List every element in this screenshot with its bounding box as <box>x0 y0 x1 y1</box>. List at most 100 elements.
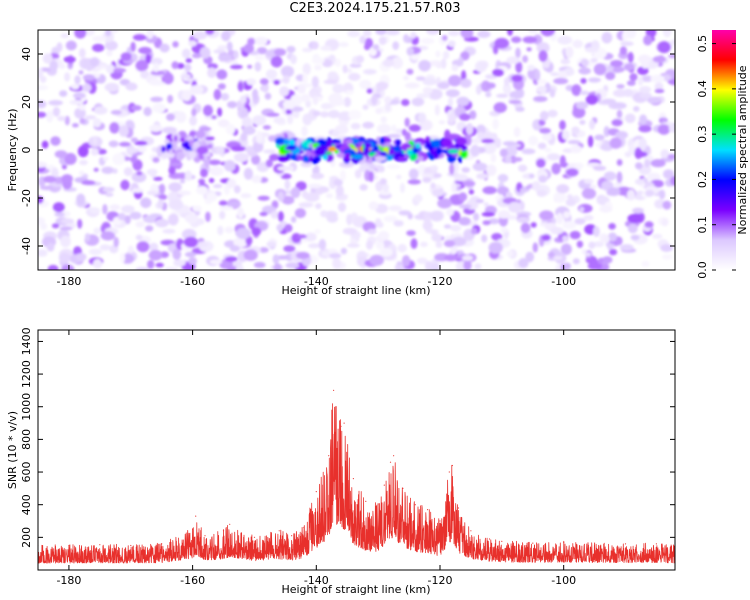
spectrogram-cell-1469 <box>539 210 554 221</box>
spectrogram-cell-1435 <box>536 85 547 93</box>
spectrogram-cell-1213 <box>217 225 224 236</box>
spectrogram-cell-1085 <box>305 232 317 242</box>
spectrogram-cell-1283 <box>481 234 488 243</box>
spectrogram-cell-12 <box>528 135 539 146</box>
spectrogram-cell-385 <box>544 147 552 153</box>
spectrogram-cell-1434 <box>297 234 307 239</box>
spectrogram-cell-1337 <box>191 53 202 59</box>
spectrogram-cell-543 <box>663 169 675 180</box>
spectrogram-cell-1354 <box>180 73 192 79</box>
spectrogram-cell-895 <box>335 58 341 67</box>
spectrogram-cell-1090 <box>79 159 88 166</box>
spectrogram-cell-873 <box>349 63 362 68</box>
snr-point-37 <box>532 542 534 544</box>
spectrogram-cell-1369 <box>325 193 333 199</box>
snr-point-25 <box>389 461 392 463</box>
spectrogram-cell-1474 <box>590 57 598 63</box>
spectrogram-cell-1203 <box>476 173 489 180</box>
spectrogram-cell-1293 <box>622 30 628 42</box>
spectrogram-cell-1468 <box>223 160 236 172</box>
spectrogram-cell-1021 <box>52 202 65 213</box>
spectrogram-cell-1270 <box>277 166 292 171</box>
spectrogram-cell-1112 <box>492 68 504 77</box>
spectrogram-cell-1204 <box>256 130 263 143</box>
spectrogram-cell-1439 <box>504 157 512 163</box>
spectrogram-band-0-cell-239 <box>425 140 430 150</box>
spectrogram-cell-1430 <box>215 146 225 155</box>
spectrogram-cell-375 <box>359 184 368 191</box>
spectrogram-cell-1201 <box>130 156 138 164</box>
spectrogram-cell-1325 <box>486 164 497 176</box>
spectrogram-cell-1096 <box>298 202 314 208</box>
spectrogram-cell-1375 <box>458 204 472 209</box>
spectrogram-cell-1190 <box>329 253 342 259</box>
spectrogram-cell-1097 <box>93 167 99 172</box>
snr-panel: -180 -160 -140 -120 -100 200 400 600 800 1000 120… <box>6 327 676 596</box>
spectrogram-cell-1432 <box>213 89 222 101</box>
spectrogram-band-0-cell-232 <box>441 138 453 148</box>
spectrogram-panel: -180 -160 -140 -120 -100 -40 -20 0 20 40 Height … <box>6 29 676 297</box>
spectrogram-cell-646 <box>261 82 269 93</box>
spectrogram-cell-1241 <box>639 86 652 94</box>
spectrogram-cell-680 <box>135 59 149 72</box>
spectrogram-cell-220 <box>398 210 412 216</box>
spectrogram-cell-1282 <box>290 216 297 223</box>
spectrogram-cell-925 <box>181 48 191 59</box>
snr-ytick-label: 1400 <box>20 327 33 355</box>
spectrogram-cell-150 <box>522 36 538 44</box>
spectrogram-cell-1153 <box>460 30 474 39</box>
spectrogram-cell-1045 <box>179 179 186 184</box>
spectrogram-cell-438 <box>580 58 589 67</box>
spectrogram-cell-1275 <box>236 227 251 240</box>
spectrogram-cell-805 <box>528 30 538 34</box>
spectrogram-cell-921 <box>654 88 665 94</box>
spectrogram-cell-1219 <box>209 259 223 265</box>
spectrogram-cell-95 <box>106 49 113 57</box>
spectrogram-cell-1210 <box>254 55 265 61</box>
spectrogram-band-1-cell-62 <box>175 150 185 161</box>
spectrogram-cell-625 <box>607 244 614 250</box>
spectrogram-cell-1495 <box>497 174 509 183</box>
spectrogram-cell-1067 <box>408 124 422 132</box>
spectrogram-cell-755 <box>443 224 452 229</box>
spectrogram-cell-651 <box>243 249 258 261</box>
spectrogram-cell-1393 <box>239 95 247 104</box>
snr-xtick-label: -180 <box>56 574 81 587</box>
spectrogram-cell-837 <box>203 156 210 169</box>
spectrogram-cell-1146 <box>240 132 248 142</box>
spectrogram-cell-1265 <box>188 40 197 47</box>
spectrogram-cell-98 <box>280 173 292 180</box>
snr-point-12 <box>291 535 293 537</box>
spectrogram-cell-547 <box>302 47 313 53</box>
spectrogram-band-0-cell-251 <box>314 146 327 157</box>
spectrogram-cell-662 <box>153 105 161 111</box>
spectrogram-cell-525 <box>168 199 184 211</box>
spectrogram-cell-1486 <box>422 87 433 94</box>
spectrogram-cell-958 <box>150 57 163 66</box>
spectrogram-cell-1429 <box>297 84 306 94</box>
spectrogram-cell-156 <box>284 179 291 190</box>
spectrogram-cell-822 <box>39 185 55 191</box>
spectrogram-cell-564 <box>198 178 206 185</box>
spectrogram-cell-1382 <box>458 192 468 202</box>
spectrogram-cell-1056 <box>406 68 414 75</box>
snr-point-32 <box>451 464 453 467</box>
spectrogram-cell-1049 <box>616 171 623 184</box>
spectrogram-cell-1383 <box>185 213 199 224</box>
spectrogram-cell-1327 <box>451 236 467 247</box>
spectrogram-cell-1416 <box>581 188 597 200</box>
spectrogram-cell-747 <box>264 92 272 100</box>
spectrogram-cell-165 <box>407 179 421 185</box>
spectrogram-band-0-cell-210 <box>455 137 468 146</box>
spectrogram-cell-1144 <box>286 45 296 53</box>
spectrogram-cell-1220 <box>74 30 87 39</box>
spectrogram-cell-1069 <box>447 40 456 48</box>
figure-title: C2E3.2024.175.21.57.R03 <box>289 1 461 16</box>
spectrogram-cell-1073 <box>247 150 258 157</box>
spectrogram-cell-550 <box>147 259 155 269</box>
spectrogram-band-0-cell-194 <box>346 138 353 145</box>
spectrogram-cell-821 <box>175 111 187 123</box>
spectrogram-cell-380 <box>88 248 103 256</box>
spectrogram-cell-1209 <box>326 214 339 223</box>
spectrogram-cell-1384 <box>208 178 215 183</box>
